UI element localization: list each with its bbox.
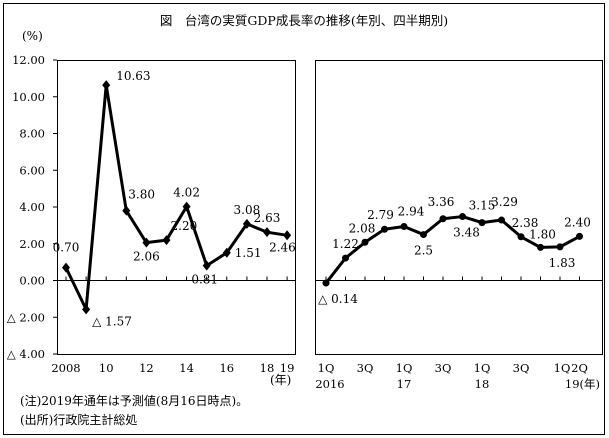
quarterly-data-point <box>576 232 583 240</box>
x-tick-label: 19 <box>280 361 295 375</box>
quarterly-data-point <box>439 215 447 223</box>
y-tick-label: △ 4.00 <box>7 347 45 361</box>
annual-data-point <box>122 205 131 216</box>
annual-data-point <box>162 235 171 246</box>
quarterly-data-label: 3.15 <box>469 199 496 213</box>
annual-data-point <box>182 201 191 212</box>
x-tick-label: 2008 <box>51 361 80 375</box>
quarterly-data-point <box>478 219 486 227</box>
quarterly-data-point <box>381 225 388 233</box>
x-tick-label: 14 <box>179 361 194 375</box>
year-unit-label: (年) <box>270 373 291 387</box>
quarterly-data-point <box>517 233 525 241</box>
quarterly-series-line <box>324 215 581 284</box>
year-label: 18 <box>475 377 490 391</box>
annual-data-point <box>202 260 211 271</box>
y-tick-label: 4.00 <box>19 200 45 214</box>
quarterly-data-point <box>459 213 466 221</box>
quarterly-data-label: 1.83 <box>549 256 576 270</box>
annual-data-point <box>82 304 91 315</box>
quarterly-data-point <box>322 279 330 287</box>
quarterly-data-label: 2.94 <box>398 204 425 218</box>
note-text: (注)2019年通年は予測値(8月16日時点)。 <box>20 393 248 408</box>
quarterly-data-point <box>342 254 349 262</box>
x-tick-label: 1Q <box>474 361 491 375</box>
annual-data-point <box>102 80 111 91</box>
annual-data-point <box>62 262 70 273</box>
quarterly-data-label: 2.79 <box>367 208 394 222</box>
annual-data-label: 10.63 <box>116 69 150 83</box>
year-label: 17 <box>397 377 412 391</box>
outer-frame <box>3 3 605 435</box>
annual-data-label: 0.70 <box>53 241 80 255</box>
quarterly-data-point <box>556 243 564 251</box>
x-tick-label: 1Q <box>554 361 571 375</box>
quarterly-data-point <box>361 238 369 246</box>
quarterly-data-label: 2.40 <box>564 215 591 229</box>
y-tick-label: 0.00 <box>19 274 45 288</box>
annual-data-label: 1.51 <box>235 246 262 260</box>
chart-title: 図 台湾の実質GDP成長率の推移(年別、四半期別) <box>160 13 448 28</box>
left-plot-frame <box>57 60 296 355</box>
annual-data-point <box>263 227 271 238</box>
annual-data-label: 2.20 <box>171 219 198 233</box>
quarterly-data-label: 1.80 <box>529 227 556 241</box>
x-tick-label: 12 <box>139 361 154 375</box>
annual-data-point <box>242 218 251 229</box>
quarterly-data-label: △ 0.14 <box>318 292 358 306</box>
x-tick-label: 16 <box>219 361 234 375</box>
x-tick-label: 1Q <box>396 361 413 375</box>
x-tick-label: 1Q <box>318 361 335 375</box>
x-tick-label: 18 <box>260 361 275 375</box>
y-tick-label: 8.00 <box>19 127 45 141</box>
right-plot-frame <box>315 60 603 355</box>
quarterly-data-label: 2.38 <box>512 216 539 230</box>
annual-data-label: 2.63 <box>254 211 281 225</box>
y-tick-label: 2.00 <box>19 237 45 251</box>
quarterly-data-point <box>400 222 408 230</box>
annual-data-label: 0.81 <box>191 273 218 287</box>
x-tick-label: 3Q <box>357 361 374 375</box>
year-label: 19(年) <box>565 377 600 391</box>
x-tick-label: 3Q <box>513 361 530 375</box>
annual-data-label: 4.02 <box>173 186 200 200</box>
quarterly-data-point <box>498 216 505 224</box>
quarterly-data-label: 1.22 <box>332 237 359 251</box>
annual-data-point <box>283 230 292 241</box>
quarterly-data-point <box>537 243 544 251</box>
x-tick-label: 3Q <box>435 361 452 375</box>
annual-data-label: 2.46 <box>269 240 296 254</box>
annual-data-label: 3.80 <box>128 188 155 202</box>
quarterly-data-label: 3.36 <box>428 195 455 209</box>
quarterly-data-label: 2.08 <box>349 221 376 235</box>
x-tick-label: 10 <box>99 361 114 375</box>
year-label: 2016 <box>315 377 344 391</box>
quarterly-data-label: 3.48 <box>453 226 480 240</box>
source-text: (出所)行政院主計総処 <box>20 412 137 427</box>
x-tick-label: 2Q <box>571 361 588 375</box>
y-tick-label: 6.00 <box>19 163 45 177</box>
y-axis-unit: (%) <box>22 29 43 43</box>
quarterly-data-label: 3.29 <box>491 195 518 209</box>
y-tick-label: △ 2.00 <box>7 310 45 324</box>
y-tick-label: 10.00 <box>12 90 45 104</box>
annual-data-point <box>222 247 231 258</box>
annual-series-line <box>64 83 288 311</box>
y-tick-label: 12.00 <box>12 53 45 67</box>
annual-data-label: △ 1.57 <box>92 314 132 328</box>
quarterly-data-label: 2.5 <box>414 244 433 258</box>
annual-data-point <box>142 237 151 248</box>
annual-data-label: 3.08 <box>234 203 261 217</box>
quarterly-data-point <box>420 231 427 239</box>
annual-data-label: 2.06 <box>133 250 160 264</box>
